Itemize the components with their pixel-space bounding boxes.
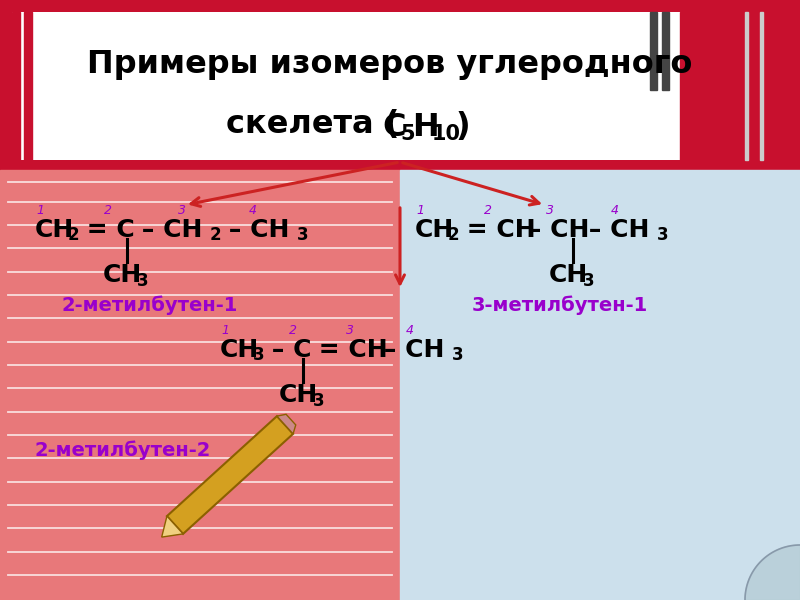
Text: 1: 1	[416, 203, 424, 217]
Text: CH: CH	[549, 263, 588, 287]
Text: 3: 3	[178, 203, 186, 217]
Text: CH: CH	[279, 383, 318, 407]
Text: 5: 5	[400, 124, 414, 144]
Text: CH: CH	[415, 218, 454, 242]
Bar	[0, 170, 400, 600]
Text: 2: 2	[484, 203, 492, 217]
Text: CH: CH	[220, 338, 259, 362]
Text: 3: 3	[657, 226, 669, 244]
Text: Н: Н	[412, 112, 438, 142]
Text: = C: = C	[78, 218, 134, 242]
Text: 3: 3	[546, 203, 554, 217]
Text: 3: 3	[253, 346, 265, 364]
FancyBboxPatch shape	[12, 12, 742, 160]
Text: 2: 2	[210, 226, 222, 244]
Polygon shape	[167, 416, 293, 534]
Text: 3: 3	[583, 272, 594, 290]
Text: ): )	[455, 112, 470, 142]
Text: – CH: – CH	[520, 218, 590, 242]
Text: 2-метилбутен-2: 2-метилбутен-2	[35, 440, 211, 460]
Text: = CH: = CH	[310, 338, 388, 362]
Text: Примеры изомеров углеродного: Примеры изомеров углеродного	[87, 49, 693, 80]
Text: 2: 2	[289, 323, 297, 337]
Text: 3: 3	[297, 226, 309, 244]
Bar	[680, 12, 800, 160]
Polygon shape	[277, 414, 296, 434]
Bar	[400, 170, 800, 600]
Text: 2: 2	[448, 226, 460, 244]
Bar	[650, 12, 657, 90]
Bar	[760, 12, 763, 160]
Text: – CH: – CH	[580, 218, 650, 242]
Polygon shape	[162, 516, 183, 537]
Polygon shape	[745, 545, 800, 600]
Text: – CH: – CH	[133, 218, 202, 242]
Text: 3: 3	[137, 272, 149, 290]
Bar	[24, 12, 32, 160]
Text: 4: 4	[249, 203, 257, 217]
Bar	[12, 12, 20, 160]
Text: = CH: = CH	[458, 218, 536, 242]
Text: 4: 4	[611, 203, 619, 217]
Text: 10: 10	[432, 124, 461, 144]
Text: 2-метилбутен-1: 2-метилбутен-1	[62, 295, 238, 315]
Text: 1: 1	[36, 203, 44, 217]
Bar	[662, 12, 669, 90]
Bar	[745, 12, 748, 160]
Text: CH: CH	[103, 263, 142, 287]
Text: С: С	[382, 112, 406, 142]
Text: 3: 3	[346, 323, 354, 337]
Text: 2: 2	[68, 226, 80, 244]
Text: – C: – C	[263, 338, 311, 362]
Text: – CH: – CH	[220, 218, 290, 242]
Text: 2: 2	[104, 203, 112, 217]
Text: 3: 3	[452, 346, 464, 364]
Text: скелета (: скелета (	[226, 109, 400, 140]
Text: CH: CH	[35, 218, 74, 242]
Text: 4: 4	[406, 323, 414, 337]
Text: 1: 1	[221, 323, 229, 337]
Text: – CH: – CH	[375, 338, 444, 362]
Text: 3-метилбутен-1: 3-метилбутен-1	[472, 295, 648, 315]
Text: 3: 3	[313, 392, 325, 410]
